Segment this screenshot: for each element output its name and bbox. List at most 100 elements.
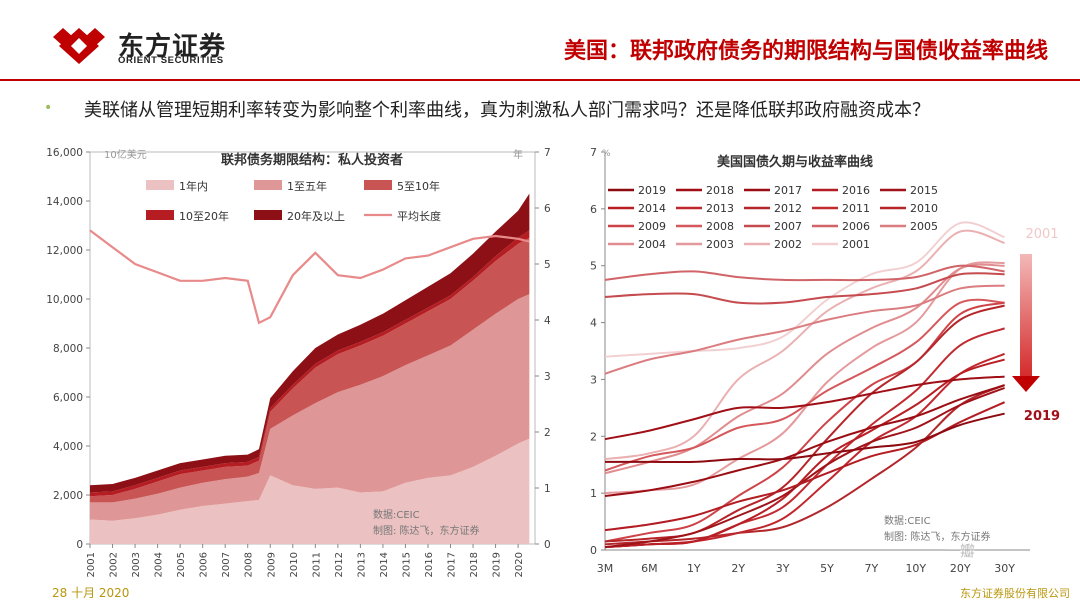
curve-2014 — [604, 358, 1005, 549]
bullet-text: 美联储从管理短期利率转变为影响整个利率曲线，真为刺激私人部门需求吗？还是降低联邦… — [84, 100, 930, 121]
y-tick-label: 5 — [590, 260, 597, 273]
right-chart-source: 数据:CEIC — [884, 514, 931, 527]
annotation-2001: 2001 — [1025, 227, 1058, 242]
x-tick-label: 1Y — [687, 562, 701, 575]
x-tick-label: 6M — [641, 562, 658, 575]
x-tick-label: 20Y — [950, 562, 971, 575]
legend-label: 平均长度 — [397, 209, 441, 223]
legend-label: 2004 — [638, 238, 666, 251]
legend-swatch — [146, 180, 174, 190]
curve-2001 — [604, 221, 1005, 358]
y-left-tick-label: 14,000 — [46, 196, 83, 208]
trend-arrow-shaft — [1020, 254, 1032, 378]
legend-swatch — [254, 210, 282, 220]
x-tick-label: 2017 — [447, 552, 458, 577]
curve-2017 — [604, 384, 1005, 497]
legend-label: 2013 — [706, 202, 734, 215]
legend-label: 2007 — [774, 220, 802, 233]
curve-2015 — [604, 387, 1005, 549]
slide-title: 美国：联邦政府债务的期限结构与国债收益率曲线 — [563, 39, 1048, 64]
x-tick-label: 2008 — [244, 552, 255, 577]
x-tick-label: 30Y — [994, 562, 1015, 575]
right-chart-credit: 制图: 陈达飞，东方证券 — [884, 530, 991, 543]
legend-label: 2006 — [842, 220, 870, 233]
y-left-tick-label: 4,000 — [53, 441, 83, 453]
legend-swatch — [364, 180, 392, 190]
legend-label: 2012 — [774, 202, 802, 215]
x-tick-label: 2012 — [334, 552, 345, 577]
legend-label: 10至20年 — [179, 209, 229, 223]
y-left-tick-label: 6,000 — [53, 392, 83, 404]
left-chart-credit: 制图: 陈达飞，东方证券 — [373, 524, 480, 537]
y-tick-label: 1 — [590, 487, 597, 500]
curve-2011 — [604, 327, 1005, 549]
curve-2004 — [604, 263, 1005, 475]
y-tick-label: 7 — [590, 146, 597, 159]
legend-label: 2016 — [842, 184, 870, 197]
y-tick-label: 2 — [590, 430, 597, 443]
legend-label: 5至10年 — [397, 179, 440, 193]
y-right-tick-label: 2 — [544, 427, 551, 439]
curve-2010 — [604, 304, 1005, 543]
average-length-line — [89, 229, 530, 325]
bullet-icon: • — [44, 100, 53, 116]
x-tick-label: 2019 — [492, 552, 503, 577]
curve-2012 — [604, 384, 1006, 546]
y-axis-unit: % — [602, 149, 611, 159]
curve-2009 — [604, 301, 1005, 543]
x-tick-label: 2013 — [356, 552, 367, 577]
y-tick-label: 3 — [590, 373, 597, 386]
x-tick-label: 2014 — [379, 552, 390, 577]
footer-date: 28 十月 2020 — [52, 586, 130, 600]
x-tick-label: 7Y — [865, 562, 879, 575]
right-chart-title: 美国国债久期与收益率曲线 — [717, 154, 873, 170]
y-left-tick-label: 12,000 — [46, 245, 83, 257]
legend-label: 2011 — [842, 202, 870, 215]
x-tick-label: 10Y — [905, 562, 926, 575]
legend-swatch — [146, 210, 174, 220]
curve-2006 — [604, 264, 1005, 282]
x-tick-label: 2004 — [154, 552, 165, 577]
x-tick-label: 2018 — [469, 552, 480, 577]
company-logo-text: 东方证券 — [118, 32, 227, 62]
x-tick-label: 2007 — [221, 552, 232, 577]
y-right-tick-label: 3 — [544, 371, 551, 383]
legend-label: 2009 — [638, 220, 666, 233]
curve-2002 — [604, 229, 1005, 461]
x-tick-label: 2006 — [199, 552, 210, 577]
legend-label: 20年及以上 — [287, 209, 345, 223]
x-tick-label: 2020 — [514, 552, 525, 577]
legend-label: 2003 — [706, 238, 734, 251]
x-tick-label: 2002 — [109, 552, 120, 577]
left-axis-unit: 10亿美元 — [104, 148, 147, 161]
y-left-tick-label: 8,000 — [53, 343, 83, 355]
legend-label: 2001 — [842, 238, 870, 251]
x-tick-label: 2016 — [424, 552, 435, 577]
x-tick-label: 2003 — [131, 552, 142, 577]
area-1年内 — [90, 438, 530, 544]
legend-label: 2005 — [910, 220, 938, 233]
trend-arrow-icon — [1012, 376, 1040, 392]
legend-label: 2019 — [638, 184, 666, 197]
y-tick-label: 4 — [590, 317, 597, 330]
x-tick-label: 3Y — [776, 562, 790, 575]
x-tick-label: 2010 — [289, 552, 300, 577]
company-logo-english: ORIENT SECURITIES — [118, 55, 224, 66]
legend-label: 1至五年 — [287, 179, 327, 193]
legend-label: 2002 — [774, 238, 802, 251]
curve-2005 — [604, 284, 1005, 375]
legend-label: 1年内 — [179, 179, 208, 193]
legend-label: 2008 — [706, 220, 734, 233]
left-chart-title: 联邦债务期限结构：私人投资者 — [221, 152, 403, 168]
curve-2007 — [604, 272, 1005, 305]
x-tick-label: 2Y — [731, 562, 745, 575]
x-tick-label: 3M — [597, 562, 614, 575]
y-left-tick-label: 16,000 — [46, 147, 83, 159]
x-tick-label: 2001 — [86, 552, 97, 577]
legend-label: 2015 — [910, 184, 938, 197]
legend-label: 2014 — [638, 202, 666, 215]
legend-label: 2010 — [910, 202, 938, 215]
debt-maturity-chart: 0 2,000 4,000 6,000 8,000 10,000 12,000 14,000 1… — [46, 147, 551, 577]
footer-company: 东方证券股份有限公司 — [960, 587, 1070, 600]
y-right-tick-label: 7 — [544, 147, 551, 159]
